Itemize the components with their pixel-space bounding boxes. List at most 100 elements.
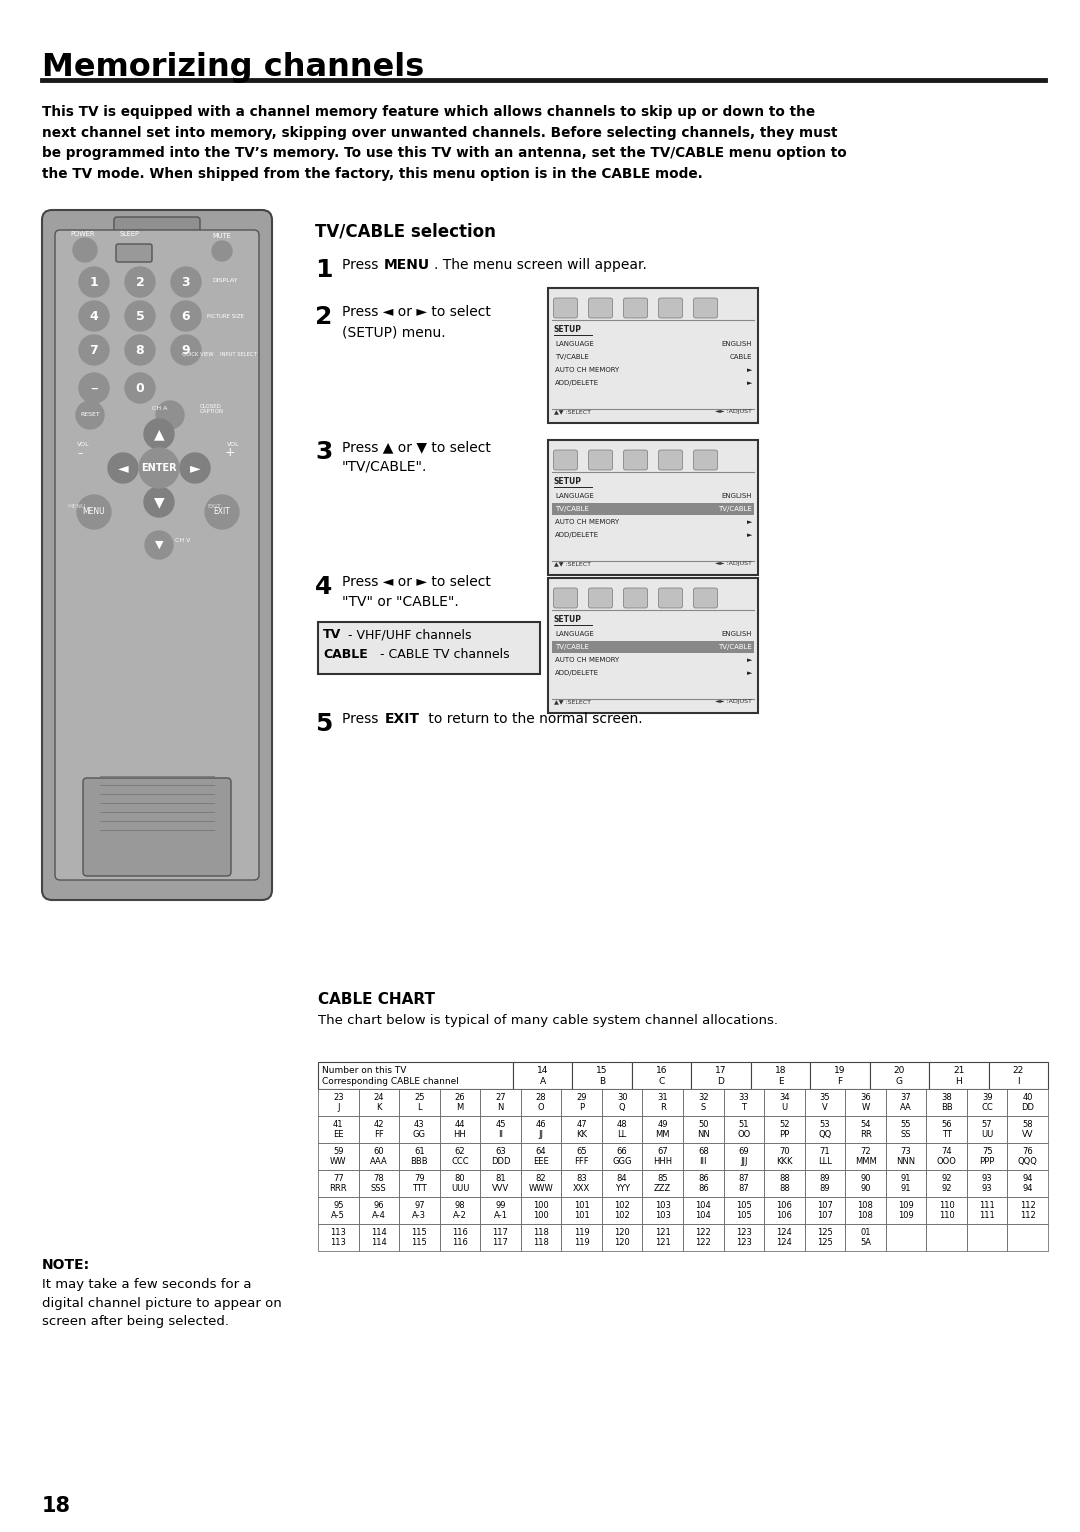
- Text: LLL: LLL: [818, 1157, 832, 1166]
- Text: JJ: JJ: [539, 1131, 543, 1138]
- Bar: [440, 1196, 481, 1224]
- Circle shape: [79, 372, 109, 403]
- Bar: [359, 1089, 400, 1115]
- Text: Memorizing channels: Memorizing channels: [42, 52, 424, 83]
- Text: WW: WW: [330, 1157, 347, 1166]
- Bar: [724, 1170, 765, 1196]
- Text: 32: 32: [698, 1092, 708, 1102]
- Bar: [805, 1224, 846, 1252]
- Text: FF: FF: [374, 1131, 383, 1138]
- Text: –: –: [77, 447, 83, 458]
- Text: 110: 110: [939, 1210, 955, 1219]
- Text: ENGLISH: ENGLISH: [721, 631, 752, 637]
- Bar: [318, 622, 540, 674]
- Circle shape: [125, 372, 156, 403]
- Text: PICTURE SIZE: PICTURE SIZE: [207, 314, 244, 319]
- Text: 120: 120: [615, 1238, 630, 1247]
- Bar: [562, 1089, 602, 1115]
- Text: RR: RR: [860, 1131, 872, 1138]
- Bar: [683, 1115, 724, 1143]
- Bar: [1008, 1143, 1048, 1170]
- Bar: [846, 1196, 886, 1224]
- Circle shape: [79, 300, 109, 331]
- Bar: [927, 1196, 967, 1224]
- Text: EEE: EEE: [534, 1157, 549, 1166]
- Text: AUTO CH MEMORY: AUTO CH MEMORY: [555, 519, 619, 525]
- Text: VV: VV: [1022, 1131, 1034, 1138]
- Bar: [805, 1170, 846, 1196]
- Text: 14: 14: [537, 1066, 549, 1075]
- Text: 112: 112: [1020, 1201, 1036, 1210]
- Text: 59: 59: [333, 1147, 343, 1157]
- Text: EE: EE: [333, 1131, 343, 1138]
- Text: A-4: A-4: [372, 1210, 386, 1219]
- Text: 109: 109: [899, 1210, 914, 1219]
- Text: ◄► :ADJUST: ◄► :ADJUST: [715, 409, 752, 415]
- Text: 98: 98: [455, 1201, 465, 1210]
- Bar: [481, 1224, 521, 1252]
- Text: POWER: POWER: [70, 231, 95, 237]
- Text: ►: ►: [746, 519, 752, 525]
- Text: UUU: UUU: [450, 1184, 469, 1193]
- Text: 112: 112: [1020, 1210, 1036, 1219]
- Text: Press ◄ or ► to select: Press ◄ or ► to select: [342, 305, 500, 319]
- Text: 35: 35: [820, 1092, 831, 1102]
- Text: 104: 104: [696, 1201, 711, 1210]
- Text: V: V: [822, 1103, 827, 1112]
- Text: 85: 85: [658, 1174, 669, 1183]
- Bar: [318, 1196, 359, 1224]
- FancyBboxPatch shape: [554, 588, 578, 608]
- Text: VVV: VVV: [491, 1184, 509, 1193]
- Text: 67: 67: [658, 1147, 669, 1157]
- Bar: [724, 1196, 765, 1224]
- Text: 48: 48: [617, 1120, 627, 1129]
- Text: SETUP: SETUP: [554, 616, 582, 625]
- Text: F: F: [837, 1077, 842, 1086]
- Bar: [967, 1115, 1008, 1143]
- Bar: [765, 1143, 805, 1170]
- Bar: [562, 1196, 602, 1224]
- Text: TV/CABLE: TV/CABLE: [555, 643, 589, 650]
- Text: 117: 117: [492, 1238, 509, 1247]
- Text: 111: 111: [980, 1210, 995, 1219]
- Text: - VHF/UHF channels: - VHF/UHF channels: [345, 628, 472, 640]
- Bar: [929, 1062, 988, 1089]
- Bar: [562, 1115, 602, 1143]
- Text: 22: 22: [1013, 1066, 1024, 1075]
- Text: 70: 70: [779, 1147, 789, 1157]
- Bar: [318, 1115, 359, 1143]
- Text: Press ◄ or ► to select: Press ◄ or ► to select: [342, 574, 491, 588]
- Text: 120: 120: [615, 1229, 630, 1236]
- Text: BB: BB: [941, 1103, 953, 1112]
- FancyBboxPatch shape: [693, 450, 717, 470]
- Bar: [846, 1115, 886, 1143]
- Text: III: III: [700, 1157, 707, 1166]
- Text: MMM: MMM: [854, 1157, 876, 1166]
- Bar: [691, 1062, 751, 1089]
- Bar: [602, 1170, 643, 1196]
- Bar: [1008, 1115, 1048, 1143]
- Circle shape: [205, 495, 239, 529]
- Text: 71: 71: [820, 1147, 831, 1157]
- Text: 79: 79: [414, 1174, 424, 1183]
- Bar: [765, 1224, 805, 1252]
- Text: 52: 52: [779, 1120, 789, 1129]
- Text: 3: 3: [315, 440, 333, 464]
- FancyBboxPatch shape: [554, 450, 578, 470]
- Text: 25: 25: [414, 1092, 424, 1102]
- Text: HH: HH: [454, 1131, 467, 1138]
- Circle shape: [108, 453, 138, 483]
- Text: SLEEP: SLEEP: [120, 231, 140, 237]
- Text: 116: 116: [453, 1238, 468, 1247]
- Text: 99: 99: [496, 1201, 505, 1210]
- Text: 24: 24: [374, 1092, 384, 1102]
- Circle shape: [125, 267, 156, 297]
- Text: 47: 47: [577, 1120, 586, 1129]
- FancyBboxPatch shape: [623, 299, 648, 319]
- Text: QQ: QQ: [819, 1131, 832, 1138]
- Bar: [440, 1170, 481, 1196]
- Text: GG: GG: [413, 1131, 426, 1138]
- Text: C: C: [659, 1077, 664, 1086]
- Circle shape: [156, 401, 184, 429]
- Text: 62: 62: [455, 1147, 465, 1157]
